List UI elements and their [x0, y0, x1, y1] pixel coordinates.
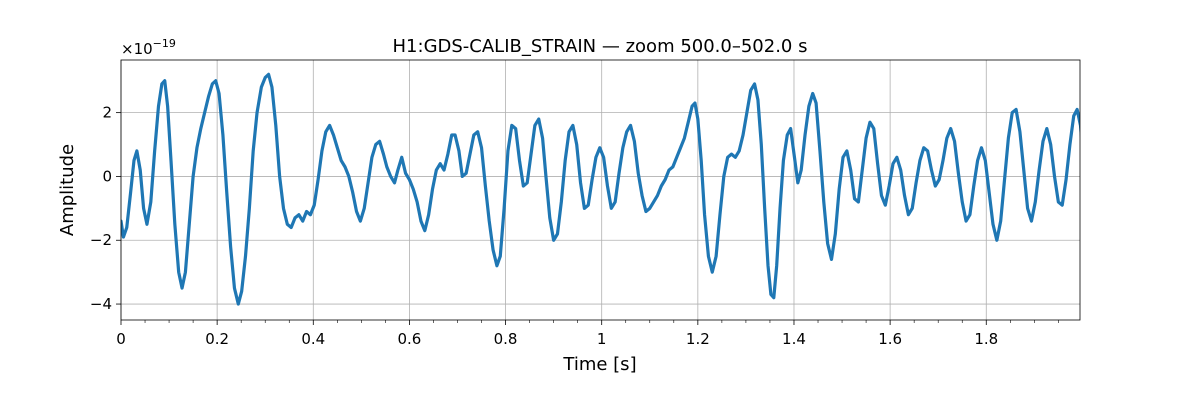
x-tick-label: 0.8 — [494, 330, 518, 348]
series-line-0 — [121, 72, 1080, 306]
x-tick-label: 0.2 — [205, 330, 229, 348]
chart-title: H1:GDS-CALIB_STRAIN — zoom 500.0–502.0 s — [393, 36, 808, 57]
x-tick-label: 1 — [597, 330, 607, 348]
y-tick-label: −2 — [90, 231, 112, 249]
grid-lines — [120, 60, 1080, 320]
y-axis-ticks: −4 −2 0 2 — [90, 104, 121, 313]
axis-exponent-label: ×10−19 — [121, 37, 176, 58]
x-tick-label: 1.4 — [782, 330, 806, 348]
x-tick-label: 1.2 — [686, 330, 710, 348]
x-tick-label: 0.6 — [397, 330, 421, 348]
x-tick-label: 0.4 — [301, 330, 325, 348]
x-axis-label: Time [s] — [562, 354, 636, 375]
x-axis-ticks: 0 0.2 0.4 0.6 0.8 1 1.2 1.4 1.6 1.8 — [116, 320, 1059, 348]
y-tick-label: 2 — [102, 104, 112, 122]
plot-area — [121, 72, 1080, 306]
exponent-power: −19 — [153, 37, 176, 50]
plot-frame — [120, 59, 1081, 321]
x-tick-label: 1.6 — [878, 330, 902, 348]
x-tick-label: 0 — [116, 330, 126, 348]
y-axis-label: Amplitude — [57, 144, 78, 236]
y-tick-label: 0 — [102, 167, 112, 185]
x-tick-label: 1.8 — [974, 330, 998, 348]
exponent-base: ×10 — [121, 40, 153, 58]
y-tick-label: −4 — [90, 295, 112, 313]
